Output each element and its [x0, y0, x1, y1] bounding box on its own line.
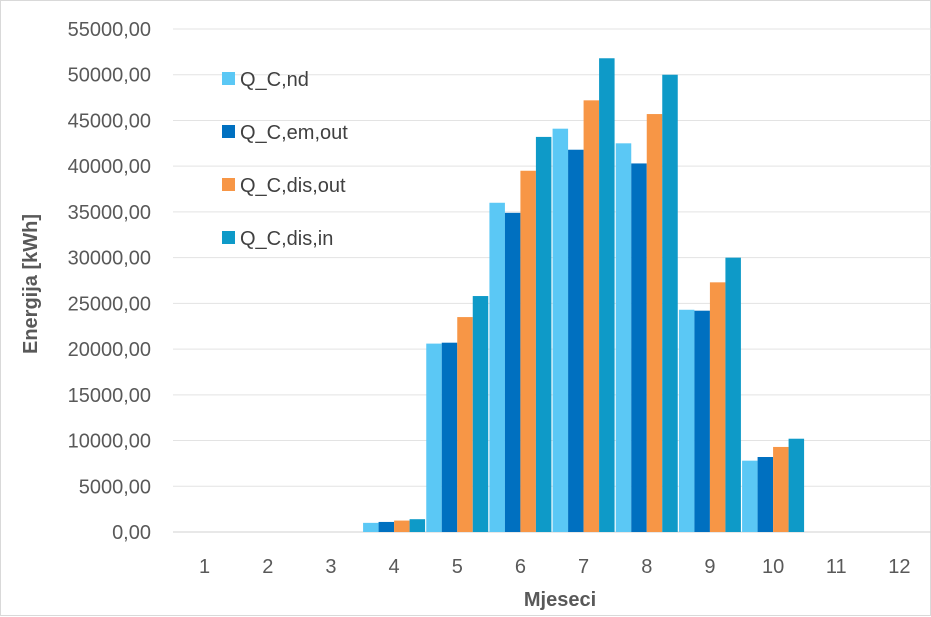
legend-label: Q_C,nd — [240, 69, 309, 91]
bar-q-c-nd-month-10 — [742, 460, 758, 532]
bar-q-c-dis-in-month-4 — [409, 519, 426, 532]
x-tick-label: 1 — [199, 556, 210, 578]
bar-q-c-dis-out-month-10 — [773, 446, 789, 532]
x-tick-label: 5 — [452, 556, 463, 578]
bar-q-c-em-out-month-10 — [757, 457, 774, 532]
y-tick-label: 20000,00 — [68, 339, 151, 361]
bar-q-c-dis-out-month-6 — [520, 170, 536, 532]
x-tick-label: 8 — [641, 556, 652, 578]
bar-q-c-nd-month-6 — [489, 202, 505, 532]
bar-q-c-dis-out-month-7 — [583, 100, 600, 533]
y-tick-label: 10000,00 — [68, 431, 151, 453]
bars — [363, 58, 805, 533]
x-tick-label: 2 — [262, 556, 273, 578]
legend: Q_C,nd Q_C,em,out Q_C,dis,out Q_C,dis,in — [222, 69, 348, 250]
bar-q-c-dis-in-month-10 — [788, 438, 805, 532]
bar-q-c-dis-in-month-6 — [535, 136, 552, 532]
x-tick-label: 4 — [389, 556, 400, 578]
x-tick-label: 7 — [578, 556, 589, 578]
y-tick-label: 30000,00 — [68, 248, 151, 270]
bar-q-c-em-out-month-9 — [694, 310, 710, 532]
x-tick-label: 10 — [762, 556, 784, 578]
y-tick-label: 40000,00 — [68, 156, 151, 178]
y-tick-label: 45000,00 — [68, 110, 151, 132]
bar-q-c-nd-month-9 — [678, 309, 695, 532]
x-tick-labels: 1 2 3 4 5 6 7 8 9 10 11 12 — [199, 556, 911, 578]
y-axis-title: Energija [kWh] — [20, 214, 42, 354]
bar-q-c-em-out-month-6 — [504, 212, 521, 532]
y-tick-label: 55000,00 — [68, 19, 151, 41]
bar-q-c-nd-month-5 — [426, 343, 442, 532]
x-tick-label: 6 — [515, 556, 526, 578]
bar-q-c-dis-in-month-9 — [725, 257, 741, 532]
x-tick-label: 3 — [325, 556, 336, 578]
y-tick-label: 50000,00 — [68, 65, 151, 87]
bar-q-c-dis-out-month-4 — [394, 520, 410, 532]
y-tick-labels: 0,00 5000,00 10000,00 15000,00 20000,00 25000… — [68, 19, 151, 544]
bar-q-c-nd-month-4 — [363, 522, 379, 532]
gridlines — [173, 28, 931, 533]
bar-q-c-dis-out-month-8 — [646, 114, 663, 532]
bar-q-c-dis-out-month-9 — [709, 282, 726, 532]
bar-q-c-em-out-month-5 — [441, 342, 458, 532]
x-tick-label: 12 — [888, 556, 910, 578]
y-tick-label: 35000,00 — [68, 202, 151, 224]
x-tick-label: 11 — [826, 556, 847, 578]
bar-q-c-dis-in-month-5 — [472, 296, 489, 532]
bar-q-c-em-out-month-7 — [568, 149, 584, 532]
legend-label: Q_C,em,out — [240, 122, 348, 144]
bar-q-c-em-out-month-8 — [631, 163, 647, 533]
y-tick-label: 15000,00 — [68, 385, 151, 407]
y-tick-label: 0,00 — [112, 522, 151, 544]
bar-q-c-nd-month-7 — [552, 128, 569, 532]
legend-label: Q_C,dis,in — [240, 228, 333, 250]
bar-q-c-nd-month-8 — [615, 143, 632, 532]
bar-q-c-em-out-month-4 — [378, 521, 395, 532]
bar-q-c-dis-in-month-8 — [662, 74, 678, 533]
bar-q-c-dis-in-month-7 — [599, 58, 615, 533]
x-tick-label: 9 — [704, 556, 715, 578]
legend-swatch — [222, 178, 235, 191]
y-tick-label: 5000,00 — [79, 476, 151, 498]
legend-swatch — [222, 72, 235, 85]
y-tick-label: 25000,00 — [68, 293, 151, 315]
legend-label: Q_C,dis,out — [240, 175, 346, 197]
legend-swatch — [222, 125, 235, 138]
x-axis-title: Mjeseci — [524, 589, 596, 611]
bar-q-c-dis-out-month-5 — [457, 317, 473, 532]
legend-swatch — [222, 231, 235, 244]
